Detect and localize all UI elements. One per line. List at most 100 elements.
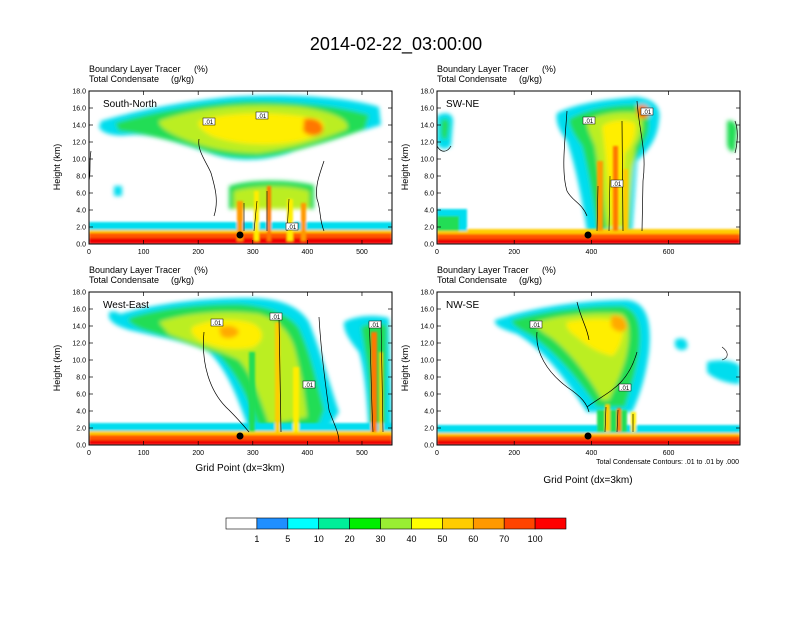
colorbar-label: 10 bbox=[314, 534, 324, 544]
panel-sw-ne: Boundary Layer Tracer (%) Total Condensa… bbox=[400, 64, 741, 256]
x-tick-label: 200 bbox=[192, 249, 204, 256]
plot-area bbox=[88, 90, 393, 245]
y-tick-label: 8.0 bbox=[76, 174, 86, 181]
panel-variable-units: (%) bbox=[194, 265, 208, 275]
y-tick-label: 12.0 bbox=[420, 341, 434, 348]
panel-variable-label: Boundary Layer Tracer bbox=[89, 265, 181, 275]
y-tick-label: 16.0 bbox=[420, 307, 434, 314]
x-tick-label: 100 bbox=[138, 249, 150, 256]
y-tick-label: 10.0 bbox=[72, 157, 86, 164]
panel-south-north: Boundary Layer Tracer (%) Total Condensa… bbox=[52, 64, 393, 256]
y-tick-label: 18.0 bbox=[72, 290, 86, 297]
y-tick-label: 2.0 bbox=[424, 225, 434, 232]
y-tick-label: 14.0 bbox=[72, 324, 86, 331]
contour-label-box: .01 bbox=[255, 111, 269, 120]
x-tick-label: 400 bbox=[302, 450, 314, 457]
svg-text:.01: .01 bbox=[371, 323, 380, 329]
station-marker bbox=[236, 432, 244, 440]
y-tick-label: 12.0 bbox=[72, 341, 86, 348]
svg-text:.01: .01 bbox=[643, 110, 652, 116]
plot-area bbox=[436, 291, 741, 446]
panel-variable-units: (%) bbox=[542, 64, 556, 74]
y-tick-label: 18.0 bbox=[72, 89, 86, 96]
svg-text:.01: .01 bbox=[621, 386, 630, 392]
x-tick-label: 200 bbox=[508, 249, 520, 256]
y-tick-label: 8.0 bbox=[76, 375, 86, 382]
y-axis-label: Height (km) bbox=[400, 144, 410, 191]
x-tick-label: 600 bbox=[663, 249, 675, 256]
x-tick-label: 0 bbox=[435, 450, 439, 457]
plot-area bbox=[88, 291, 393, 446]
colorbar: 1 5 10 20 30 40 50 60 70 100 bbox=[225, 517, 567, 544]
x-tick-label: 400 bbox=[586, 249, 598, 256]
y-tick-label: 16.0 bbox=[72, 106, 86, 113]
svg-text:.01: .01 bbox=[585, 119, 594, 125]
panel-nw-se: Boundary Layer Tracer (%) Total Condensa… bbox=[400, 265, 741, 486]
y-tick-label: 6.0 bbox=[424, 191, 434, 198]
svg-text:.01: .01 bbox=[305, 383, 314, 389]
section-label: West-East bbox=[103, 300, 149, 311]
station-marker bbox=[584, 231, 592, 239]
contour-label-box: .01 bbox=[210, 318, 224, 327]
y-tick-label: 12.0 bbox=[72, 140, 86, 147]
y-tick-label: 4.0 bbox=[424, 208, 434, 215]
x-tick-label: 400 bbox=[586, 450, 598, 457]
panel-variable-label: Boundary Layer Tracer bbox=[89, 64, 181, 74]
contour-label-box: .01 bbox=[368, 320, 382, 329]
panel-contour-units: (g/kg) bbox=[171, 275, 194, 285]
y-tick-label: 16.0 bbox=[72, 307, 86, 314]
section-label: SW-NE bbox=[446, 99, 479, 110]
y-tick-label: 4.0 bbox=[76, 409, 86, 416]
panel-contour-units: (g/kg) bbox=[171, 74, 194, 84]
y-tick-label: 10.0 bbox=[420, 157, 434, 164]
svg-text:.01: .01 bbox=[288, 225, 297, 231]
panel-contour-units: (g/kg) bbox=[519, 275, 542, 285]
svg-text:.01: .01 bbox=[205, 120, 214, 126]
y-axis-label: Height (km) bbox=[52, 345, 62, 392]
colorbar-swatch bbox=[503, 517, 536, 530]
panel-west-east: Boundary Layer Tracer (%) Total Condensa… bbox=[52, 265, 393, 474]
x-tick-label: 300 bbox=[247, 249, 259, 256]
contour-label-box: .01 bbox=[582, 116, 596, 125]
svg-text:.01: .01 bbox=[532, 323, 541, 329]
panel-variable-units: (%) bbox=[542, 265, 556, 275]
y-tick-label: 6.0 bbox=[424, 392, 434, 399]
x-tick-label: 0 bbox=[87, 450, 91, 457]
y-tick-label: 0.0 bbox=[424, 242, 434, 249]
y-axis-label: Height (km) bbox=[52, 144, 62, 191]
colorbar-swatch bbox=[349, 517, 381, 530]
x-tick-label: 500 bbox=[356, 249, 368, 256]
figure-title: 2014-02-22_03:00:00 bbox=[310, 34, 482, 55]
y-tick-label: 4.0 bbox=[424, 409, 434, 416]
y-tick-label: 2.0 bbox=[424, 426, 434, 433]
svg-text:.01: .01 bbox=[613, 182, 622, 188]
colorbar-label: 30 bbox=[376, 534, 386, 544]
colorbar-swatch bbox=[318, 517, 350, 530]
y-tick-label: 0.0 bbox=[76, 242, 86, 249]
colorbar-label: 20 bbox=[345, 534, 355, 544]
y-tick-label: 18.0 bbox=[420, 290, 434, 297]
panel-contour-label: Total Condensate bbox=[89, 74, 159, 84]
panel-variable-units: (%) bbox=[194, 64, 208, 74]
x-tick-label: 200 bbox=[508, 450, 520, 457]
x-tick-label: 200 bbox=[192, 450, 204, 457]
colorbar-swatch bbox=[534, 517, 567, 530]
colorbar-label: 40 bbox=[406, 534, 416, 544]
colorbar-label: 1 bbox=[254, 534, 259, 544]
y-tick-label: 8.0 bbox=[424, 174, 434, 181]
svg-text:.01: .01 bbox=[213, 321, 222, 327]
y-tick-label: 12.0 bbox=[420, 140, 434, 147]
x-tick-label: 100 bbox=[138, 450, 150, 457]
contour-label-box: .01 bbox=[529, 320, 543, 329]
colorbar-swatch bbox=[287, 517, 320, 530]
svg-text:.01: .01 bbox=[258, 114, 267, 120]
y-tick-label: 6.0 bbox=[76, 392, 86, 399]
axes: 0.0 2.0 4.0 6.0 8.0 10.0 12.0 14.0 16.0 18.0 0 200 4… bbox=[420, 89, 740, 256]
y-tick-label: 10.0 bbox=[72, 358, 86, 365]
contour-label-box: .01 bbox=[610, 179, 624, 188]
panel-variable-label: Boundary Layer Tracer bbox=[437, 64, 529, 74]
colorbar-swatch bbox=[411, 517, 443, 530]
y-tick-label: 10.0 bbox=[420, 358, 434, 365]
y-tick-label: 14.0 bbox=[420, 123, 434, 130]
